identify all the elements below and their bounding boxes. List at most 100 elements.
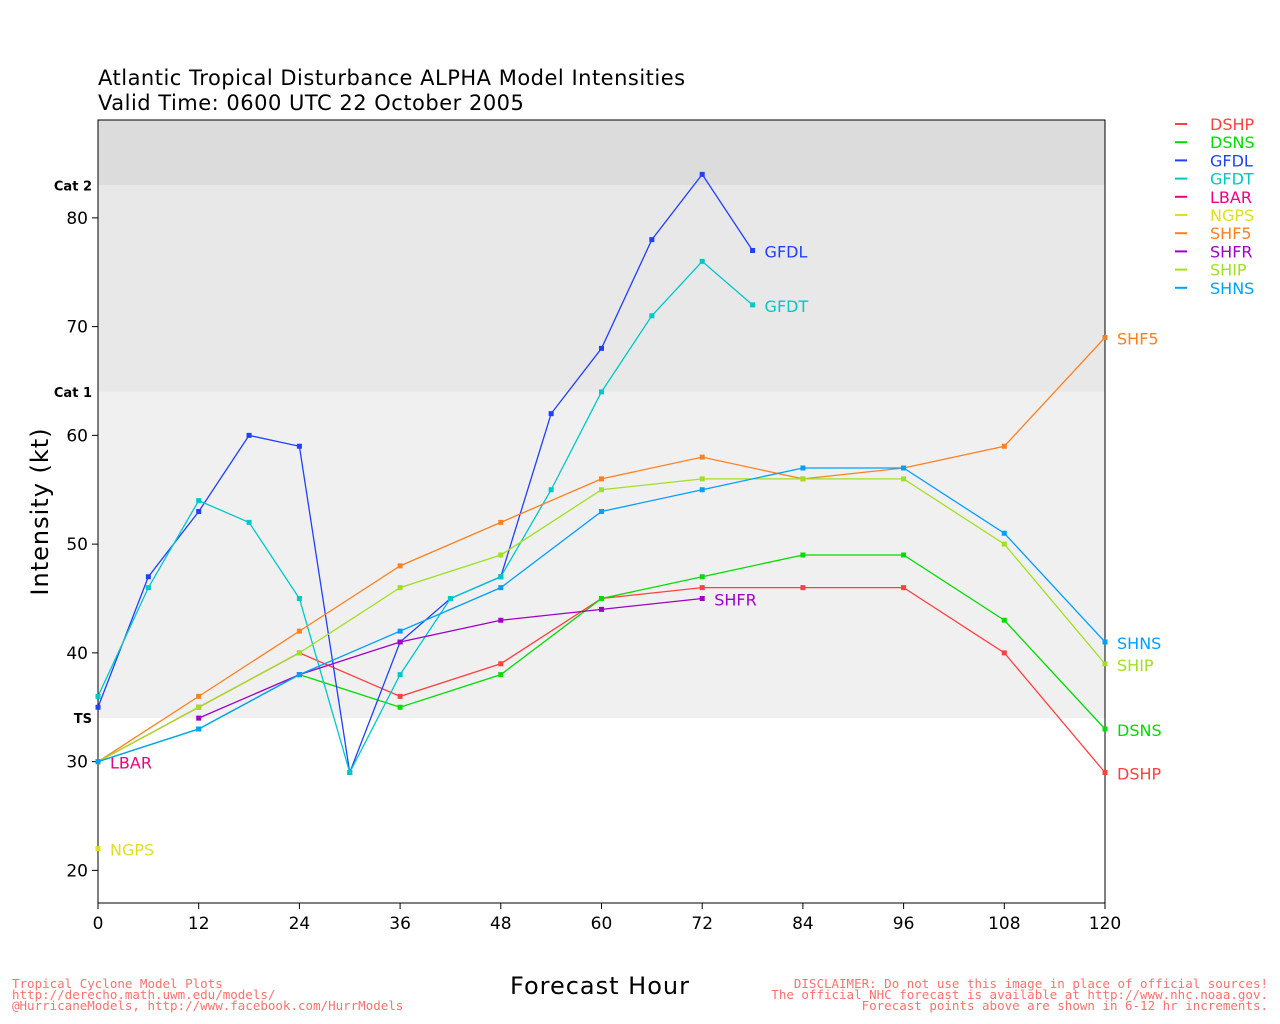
legend-label-ngps: NGPS — [1210, 206, 1254, 225]
data-point-gfdt — [196, 498, 202, 504]
data-point-dsns — [800, 552, 806, 558]
data-point-gfdt — [397, 672, 403, 678]
data-point-gfdl — [649, 237, 655, 243]
x-tick-label: 60 — [591, 914, 613, 934]
x-tick-label: 108 — [988, 914, 1020, 934]
data-point-shfr — [397, 639, 403, 645]
series-line-shfr — [198, 597, 703, 719]
legend-label-lbar: LBAR — [1210, 188, 1252, 207]
data-point-ship — [1102, 661, 1108, 667]
x-tick-label: 48 — [490, 914, 512, 934]
data-point-shfr — [599, 606, 604, 612]
data-point-dsns — [1102, 726, 1108, 732]
end-label-dshp: DSHP — [1117, 765, 1162, 784]
chart-title: Atlantic Tropical Disturbance ALPHA Mode… — [98, 66, 686, 90]
footer-disclaimer-line: The official NHC forecast is available a… — [771, 987, 1268, 1002]
y-axis-label: Intensity (kt) — [26, 427, 54, 595]
x-axis-label: Forecast Hour — [510, 972, 690, 1000]
data-point-shf5 — [296, 628, 302, 634]
data-point-shns — [599, 509, 604, 514]
end-label-gfdl: GFDL — [765, 243, 808, 262]
y-tick-label: 30 — [66, 753, 88, 773]
data-point-gfdl — [599, 345, 604, 351]
data-point-ship — [196, 704, 202, 710]
x-tick-label: 72 — [691, 914, 713, 934]
data-point-shns — [196, 726, 202, 732]
data-point-dshp — [901, 585, 907, 591]
data-point-dshp — [1001, 650, 1007, 656]
data-point-gfdt — [548, 487, 554, 493]
legend-label-ship: SHIP — [1210, 261, 1247, 280]
footer-left-line: @HurricaneModels, http://www.facebook.co… — [12, 998, 404, 1013]
footer-left-line: Tropical Cyclone Model Plots — [12, 976, 223, 991]
end-label-lbar: LBAR — [110, 754, 152, 773]
end-label-shfr: SHFR — [714, 591, 757, 610]
end-label-ship: SHIP — [1117, 656, 1154, 675]
data-point-shns — [397, 628, 403, 634]
data-point-dsns — [498, 672, 504, 678]
legend-label-dshp: DSHP — [1210, 115, 1255, 134]
data-point-shf5 — [699, 454, 705, 460]
end-label-shns: SHNS — [1117, 634, 1161, 653]
data-point-shf5 — [397, 563, 403, 569]
data-point-dshp — [498, 661, 504, 667]
data-point-dsns — [397, 704, 403, 710]
footer-disclaimer-line: Forecast points above are shown in 6-12 … — [861, 998, 1268, 1013]
data-point-ship — [699, 476, 705, 482]
y-tick-label: 60 — [66, 426, 88, 446]
band-ts — [98, 391, 1105, 719]
band-label: Cat 1 — [54, 386, 92, 401]
legend-label-shns: SHNS — [1210, 279, 1254, 298]
data-point-gfdt — [347, 770, 353, 775]
data-point-shf5 — [1102, 335, 1108, 340]
data-point-ship — [397, 585, 403, 591]
data-point-shns — [699, 487, 705, 493]
data-point-gfdt — [599, 389, 604, 395]
data-point-shns — [901, 465, 907, 471]
data-point-ngps — [95, 846, 101, 852]
y-tick-label: 40 — [66, 644, 88, 664]
data-point-gfdl — [699, 171, 705, 177]
y-tick-label: 50 — [66, 535, 88, 555]
band-label: TS — [74, 712, 92, 727]
data-point-gfdt — [498, 574, 504, 580]
data-point-ship — [1001, 541, 1007, 547]
x-tick-label: 12 — [188, 914, 210, 934]
data-point-gfdl — [95, 704, 101, 710]
data-point-shfr — [196, 715, 202, 721]
data-point-shf5 — [498, 519, 504, 525]
x-tick-label: 120 — [1089, 914, 1121, 934]
y-tick-label: 20 — [66, 861, 88, 881]
data-point-gfdt — [699, 258, 705, 264]
end-label-dsns: DSNS — [1117, 721, 1162, 740]
x-tick-label: 36 — [389, 914, 411, 934]
data-point-gfdt — [296, 596, 302, 601]
data-point-ship — [800, 476, 806, 482]
chart-subtitle: Valid Time: 0600 UTC 22 October 2005 — [98, 91, 525, 115]
band-label: Cat 2 — [54, 179, 92, 194]
legend-label-dsns: DSNS — [1210, 133, 1255, 152]
data-point-gfdl — [296, 443, 302, 449]
data-point-gfdt — [246, 519, 252, 525]
data-point-dsns — [901, 552, 907, 558]
data-point-gfdl — [196, 509, 202, 514]
y-tick-label: 80 — [66, 209, 88, 229]
data-point-shns — [800, 465, 806, 471]
data-point-gfdt — [750, 302, 756, 308]
legend-label-gfdl: GFDL — [1210, 151, 1253, 170]
footer-right: DISCLAIMER: Do not use this image in pla… — [771, 976, 1268, 1013]
data-point-shf5 — [599, 476, 604, 482]
data-point-shns — [498, 585, 504, 591]
band-cat-2 — [98, 120, 1105, 186]
footer-left-line: http://derecho.math.uwm.edu/models/ — [12, 987, 276, 1002]
footer-disclaimer-line: DISCLAIMER: Do not use this image in pla… — [793, 976, 1268, 991]
data-point-dshp — [1102, 770, 1108, 775]
end-label-gfdt: GFDT — [765, 297, 809, 316]
data-point-shns — [296, 672, 302, 678]
legend-label-shf5: SHF5 — [1210, 224, 1252, 243]
data-point-dshp — [397, 693, 403, 699]
data-point-shfr — [498, 617, 504, 623]
data-point-shns — [95, 759, 101, 765]
band-cat-1 — [98, 185, 1105, 392]
